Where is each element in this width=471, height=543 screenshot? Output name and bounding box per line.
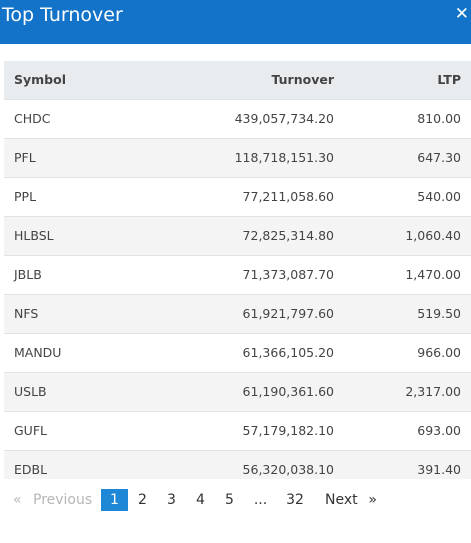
- ltp-cell: 693.00: [344, 410, 471, 450]
- table-row: PFL 118,718,151.30 647.30: [4, 137, 471, 177]
- modal-title: Top Turnover: [2, 4, 123, 26]
- turnover-cell: 72,825,314.80: [144, 215, 344, 255]
- symbol-cell: USLB: [4, 371, 144, 411]
- next-arrow-icon[interactable]: »: [368, 492, 377, 508]
- turnover-cell: 61,190,361.60: [144, 371, 344, 411]
- page-link-2[interactable]: 2: [138, 492, 147, 508]
- turnover-cell: 77,211,058.60: [144, 176, 344, 216]
- table-row: HLBSL 72,825,314.80 1,060.40: [4, 215, 471, 255]
- symbol-cell: JBLB: [4, 254, 144, 294]
- ltp-cell: 519.50: [344, 293, 471, 333]
- ltp-cell: 966.00: [344, 332, 471, 372]
- page-link-5[interactable]: 5: [225, 492, 234, 508]
- turnover-cell: 71,373,087.70: [144, 254, 344, 294]
- turnover-table: Symbol Turnover LTP CHDC 439,057,734.20 …: [4, 61, 471, 479]
- table-row: EDBL 56,320,038.10 391.40: [4, 449, 471, 479]
- table-row: CHDC 439,057,734.20 810.00: [4, 98, 471, 138]
- table-row: USLB 61,190,361.60 2,317.00: [4, 371, 471, 411]
- pagination: « Previous 1 2 3 4 5 ... 32 Next »: [13, 489, 377, 511]
- ltp-cell: 1,470.00: [344, 254, 471, 294]
- page-ellipsis: ...: [253, 492, 268, 508]
- symbol-cell: PPL: [4, 176, 144, 216]
- ltp-cell: 1,060.40: [344, 215, 471, 255]
- symbol-cell: MANDU: [4, 332, 144, 372]
- turnover-cell: 61,921,797.60: [144, 293, 344, 333]
- page-link-32[interactable]: 32: [286, 492, 304, 508]
- symbol-cell: NFS: [4, 293, 144, 333]
- page-link-1[interactable]: 1: [101, 489, 128, 511]
- table-row: JBLB 71,373,087.70 1,470.00: [4, 254, 471, 294]
- symbol-cell: PFL: [4, 137, 144, 177]
- table-row: NFS 61,921,797.60 519.50: [4, 293, 471, 333]
- table-row: MANDU 61,366,105.20 966.00: [4, 332, 471, 372]
- previous-page-link: Previous: [33, 492, 93, 508]
- table-header-row: Symbol Turnover LTP: [4, 61, 471, 99]
- close-icon[interactable]: ✕: [454, 4, 469, 24]
- column-header-turnover[interactable]: Turnover: [144, 61, 344, 99]
- turnover-cell: 61,366,105.20: [144, 332, 344, 372]
- ltp-cell: 647.30: [344, 137, 471, 177]
- table-row: GUFL 57,179,182.10 693.00: [4, 410, 471, 450]
- turnover-cell: 56,320,038.10: [144, 449, 344, 479]
- ltp-cell: 391.40: [344, 449, 471, 479]
- column-header-symbol[interactable]: Symbol: [4, 61, 144, 99]
- table-row: PPL 77,211,058.60 540.00: [4, 176, 471, 216]
- page-link-4[interactable]: 4: [196, 492, 205, 508]
- turnover-cell: 118,718,151.30: [144, 137, 344, 177]
- symbol-cell: CHDC: [4, 98, 144, 138]
- turnover-table-container: Symbol Turnover LTP CHDC 439,057,734.20 …: [4, 61, 471, 479]
- next-page-link[interactable]: Next: [325, 492, 358, 508]
- ltp-cell: 2,317.00: [344, 371, 471, 411]
- symbol-cell: EDBL: [4, 449, 144, 479]
- ltp-cell: 540.00: [344, 176, 471, 216]
- symbol-cell: HLBSL: [4, 215, 144, 255]
- turnover-cell: 439,057,734.20: [144, 98, 344, 138]
- symbol-cell: GUFL: [4, 410, 144, 450]
- modal-header: Top Turnover ✕: [0, 0, 471, 44]
- page-link-3[interactable]: 3: [167, 492, 176, 508]
- turnover-cell: 57,179,182.10: [144, 410, 344, 450]
- column-header-ltp[interactable]: LTP: [344, 61, 471, 99]
- ltp-cell: 810.00: [344, 98, 471, 138]
- previous-arrow-icon: «: [13, 492, 22, 508]
